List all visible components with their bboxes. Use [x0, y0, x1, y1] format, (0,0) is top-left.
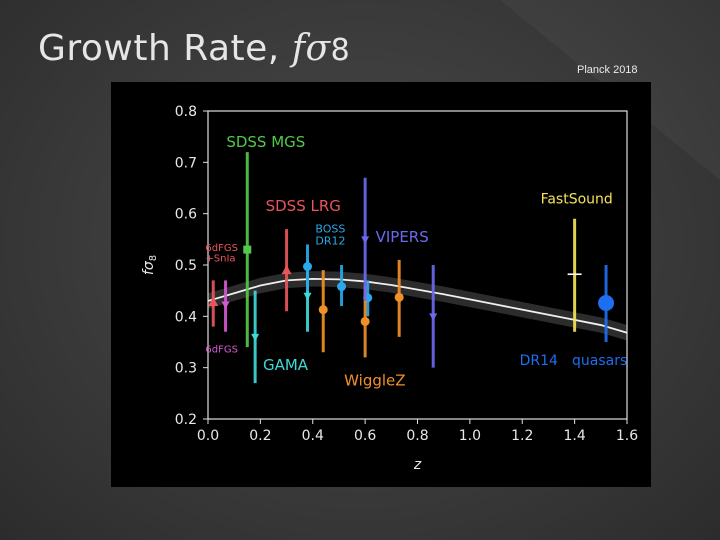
title-f-symbol: f [291, 28, 306, 69]
y-tick-label: 0.4 [175, 309, 197, 325]
6dfgs-point [221, 301, 230, 310]
growth-rate-chart: 0.0 0.2 0.4 0.6 0.8 1.0 1.2 1.4 1.60.20.30.40.50… [141, 104, 638, 473]
x-tick-label: 0.0 [197, 428, 219, 444]
x-tick-label: 0.8 [406, 428, 428, 444]
x-tick-label: 1.2 [511, 428, 533, 444]
model-curve-line [207, 277, 628, 334]
x-tick-label: 1.4 [563, 428, 585, 444]
title-subscript: 8 [330, 33, 351, 68]
annotation-boss: BOSS [315, 223, 345, 236]
y-tick-label: 0.6 [175, 207, 197, 223]
annotation-6dfgs: 6dFGS [205, 243, 238, 254]
vipers-point [361, 236, 370, 244]
vipers-point [429, 313, 438, 321]
annotation-sdss-lrg: SDSS LRG [266, 197, 341, 215]
wigglez-point [394, 292, 404, 302]
sdss-mgs-point [243, 245, 252, 254]
model-uncertainty-band [208, 271, 627, 341]
annotation-snia: +SnIa [205, 253, 235, 264]
slide-title: Growth Rate, fσ8 [38, 28, 350, 69]
gama-point [251, 333, 260, 342]
y-tick-label: 0.3 [175, 361, 197, 377]
wigglez-point [360, 316, 370, 326]
chart-axes: 0.0 0.2 0.4 0.6 0.8 1.0 1.2 1.4 1.60.20.30.40.50… [141, 104, 638, 473]
chart-figure: 0.0 0.2 0.4 0.6 0.8 1.0 1.2 1.4 1.6 0.2 0.3 0.4 0.5 0… [111, 82, 651, 487]
x-tick-label: 1.6 [616, 428, 638, 444]
x-tick-label: 0.2 [249, 428, 271, 444]
y-tick-label: 0.8 [175, 104, 197, 120]
6dfgs-snia-point [208, 296, 219, 306]
annotation-fastsound: FastSound [541, 191, 613, 207]
annotation-wigglez: WiggleZ [344, 372, 405, 390]
x-axis-label: z [413, 457, 422, 473]
y-tick-label: 0.2 [175, 412, 197, 428]
boss-dr12-point [337, 282, 347, 292]
credit-label: Planck 2018 [577, 64, 638, 76]
annotation-vipers: VIPERS [376, 228, 429, 246]
x-tick-label: 1.0 [459, 428, 481, 444]
x-tick-label: 0.6 [354, 428, 376, 444]
sdss-lrg-point [281, 265, 292, 275]
y-tick-label: 0.5 [175, 258, 197, 274]
y-tick-label: 0.7 [175, 155, 197, 171]
annotation-dr12: DR12 [315, 234, 345, 247]
wigglez-point [318, 305, 328, 315]
title-text: Growth Rate, [38, 28, 292, 69]
gama-point [303, 292, 312, 301]
y-axis-label: fσ8 [141, 255, 159, 275]
model-curve [207, 271, 628, 341]
dr14-quasars-point [598, 294, 615, 311]
annotation-sdss-mgs: SDSS MGS [226, 133, 305, 151]
annotation-gama: GAMA [263, 356, 309, 374]
boss-dr12-point [303, 262, 313, 272]
annotation-quasars: quasars [572, 353, 627, 369]
annotation-dr14: DR14 [520, 353, 558, 369]
title-sigma-symbol: σ [305, 28, 331, 69]
annotation-6dfgs: 6dFGS [205, 344, 238, 355]
data-points [208, 152, 615, 384]
x-tick-label: 0.4 [302, 428, 324, 444]
